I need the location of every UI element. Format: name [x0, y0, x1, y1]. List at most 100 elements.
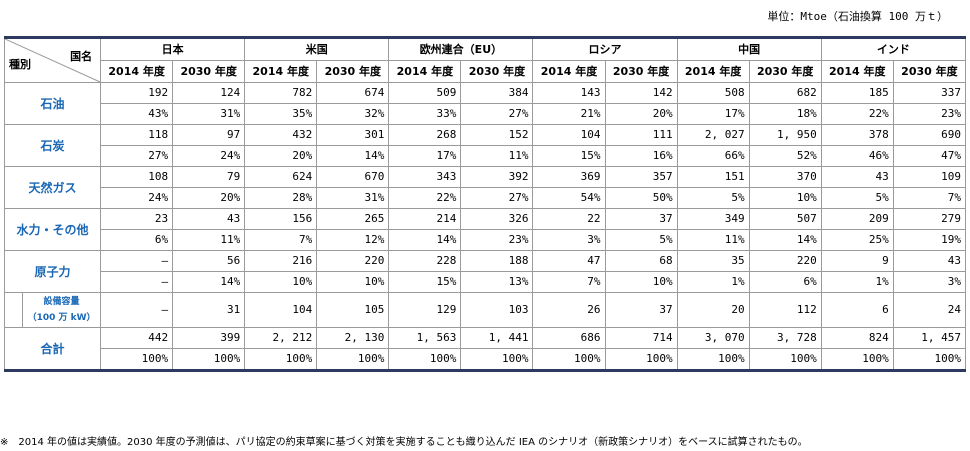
capacity-cell: 20 [676, 292, 750, 328]
value-cell: 47 [532, 250, 606, 272]
category-value-row: 水力・その他 23 43 156 265 214 326 22 37 349 507 209 279 [3, 208, 967, 251]
share-cell: 27% [460, 187, 534, 209]
value-cell: 214 [388, 208, 462, 230]
share-cell: 15% [388, 271, 462, 293]
value-cell: 23 [100, 208, 174, 230]
share-cell: 100% [532, 348, 606, 371]
value-cell: 109 [892, 166, 967, 188]
value-cell: 97 [172, 124, 246, 146]
share-cell: 10% [604, 271, 678, 293]
value-cell: 124 [172, 82, 246, 104]
country-header: ロシア [532, 37, 678, 61]
year-header: 2030 年度 [892, 60, 967, 83]
value-cell: 343 [388, 166, 462, 188]
value-cell: 111 [604, 124, 678, 146]
share-cell: 100% [172, 348, 246, 371]
capacity-cell: 129 [388, 292, 462, 328]
unit-label: 単位：Mtoe（石油換算 100 万ｔ） [767, 10, 948, 23]
share-cell: 27% [460, 103, 534, 125]
share-cell: 32% [316, 103, 390, 125]
category-label: 天然ガス [3, 166, 102, 209]
footnote: ※ 2014 年の値は実績値。2030 年度の予測値は、パリ協定の約束草案に基づ… [0, 437, 808, 448]
capacity-cell: 24 [892, 292, 967, 328]
energy-table: 国名 種別 日本 米国 欧州連合（EU） ロシア 中国 インド 2014 年度 2… [3, 36, 967, 372]
value-cell: 370 [748, 166, 822, 188]
value-cell: 228 [388, 250, 462, 272]
share-cell: 14% [172, 271, 246, 293]
share-cell: 1% [676, 271, 750, 293]
capacity-cell: 104 [244, 292, 318, 328]
value-cell: 43 [820, 166, 894, 188]
share-cell: 20% [604, 103, 678, 125]
value-cell: 670 [316, 166, 390, 188]
share-cell: 17% [388, 145, 462, 167]
share-cell: 21% [532, 103, 606, 125]
value-cell: 104 [532, 124, 606, 146]
value-cell: 279 [892, 208, 967, 230]
capacity-cell: – [100, 292, 174, 328]
share-cell: 22% [388, 187, 462, 209]
value-cell: – [100, 250, 174, 272]
capacity-label: 設備容量 （100 万 kW） [22, 292, 102, 328]
value-cell: 192 [100, 82, 174, 104]
value-cell: 9 [820, 250, 894, 272]
value-cell: 301 [316, 124, 390, 146]
share-cell: 16% [604, 145, 678, 167]
value-cell: 1, 441 [460, 327, 534, 349]
share-cell: 100% [244, 348, 318, 371]
value-cell: 35 [676, 250, 750, 272]
share-cell: 10% [316, 271, 390, 293]
capacity-label-line2: （100 万 kW） [27, 313, 96, 323]
value-cell: 824 [820, 327, 894, 349]
value-cell: 337 [892, 82, 967, 104]
value-cell: 1, 563 [388, 327, 462, 349]
share-cell: 100% [316, 348, 390, 371]
share-cell: 47% [892, 145, 967, 167]
share-cell: 100% [892, 348, 967, 371]
share-cell: 14% [316, 145, 390, 167]
value-cell: 674 [316, 82, 390, 104]
year-header: 2030 年度 [460, 60, 534, 83]
share-cell: 35% [244, 103, 318, 125]
capacity-cell: 6 [820, 292, 894, 328]
category-share-row: –14% 10% 10% 15% 13% 7% 10% 1% 6% 1% 3% [5, 271, 967, 293]
share-cell: 27% [100, 145, 174, 167]
value-cell: 399 [172, 327, 246, 349]
share-cell: 18% [748, 103, 822, 125]
value-cell: 782 [244, 82, 318, 104]
value-cell: 268 [388, 124, 462, 146]
value-cell: 714 [604, 327, 678, 349]
country-header: 米国 [244, 37, 390, 61]
share-cell: 19% [892, 229, 967, 251]
value-cell: 2, 212 [244, 327, 318, 349]
year-header: 2014 年度 [100, 60, 174, 83]
value-cell: 156 [244, 208, 318, 230]
share-cell: 100% [388, 348, 462, 371]
value-cell: 143 [532, 82, 606, 104]
value-cell: 3, 070 [676, 327, 750, 349]
share-cell: 5% [604, 229, 678, 251]
share-cell: 100% [748, 348, 822, 371]
share-cell: 100% [676, 348, 750, 371]
header-year-row: 2014 年度 2030 年度 2014 年度 2030 年度 2014 年度 2030 … [5, 60, 967, 83]
share-cell: 31% [316, 187, 390, 209]
capacity-row: 設備容量 （100 万 kW） –31 104 105 129 103 26 37 20 112 6 2… [3, 292, 967, 328]
value-cell: 378 [820, 124, 894, 146]
share-cell: 43% [100, 103, 174, 125]
year-header: 2014 年度 [676, 60, 750, 83]
value-cell: 68 [604, 250, 678, 272]
share-cell: 5% [820, 187, 894, 209]
value-cell: 43 [172, 208, 246, 230]
share-cell: 23% [892, 103, 967, 125]
share-cell: 31% [172, 103, 246, 125]
value-cell: 151 [676, 166, 750, 188]
share-cell: 6% [100, 229, 174, 251]
capacity-cell: 105 [316, 292, 390, 328]
indent-spacer [3, 292, 23, 328]
category-value-row: 原子力 –56 216 220 228 188 47 68 35 220 9 43 [3, 250, 967, 293]
category-share-row: 6% 11% 7% 12% 14% 23% 3% 5% 11% 14% 25% 19% [5, 229, 967, 251]
value-cell: 392 [460, 166, 534, 188]
value-cell: 188 [460, 250, 534, 272]
share-cell: 10% [748, 187, 822, 209]
value-cell: 624 [244, 166, 318, 188]
